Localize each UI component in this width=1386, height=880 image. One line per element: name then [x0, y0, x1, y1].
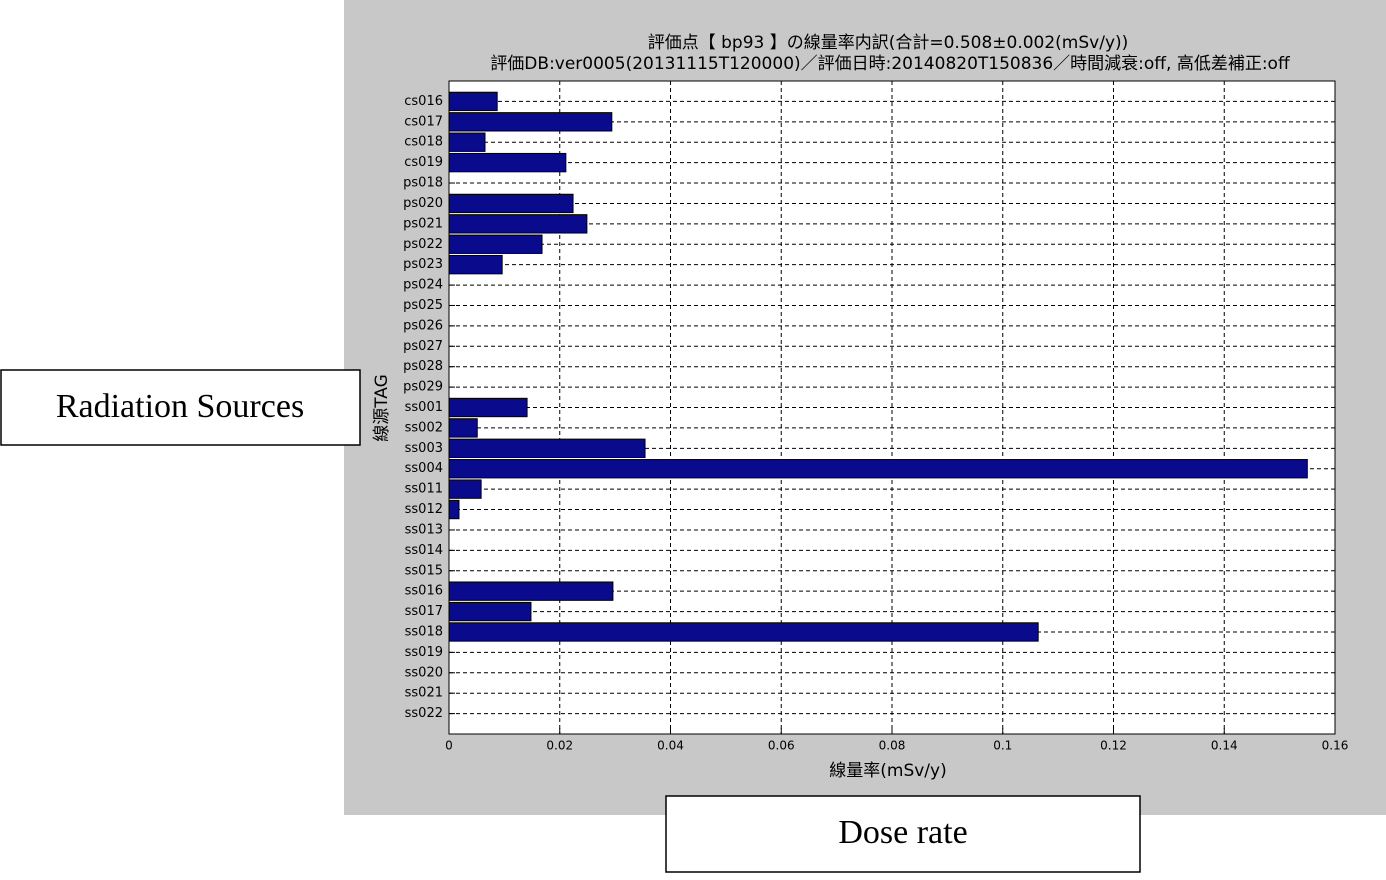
y-tick-label: ps024 — [403, 278, 443, 293]
x-tick-label: 0.14 — [1211, 739, 1238, 753]
y-tick-label: ss002 — [405, 420, 443, 435]
y-tick-label: ss016 — [405, 584, 443, 599]
plot-frame — [448, 80, 1336, 735]
y-tick-label: ps018 — [403, 176, 443, 191]
bar — [448, 499, 460, 520]
bar — [448, 479, 482, 499]
y-tick-label: cs016 — [404, 94, 443, 109]
y-tick-label: cs017 — [404, 114, 443, 129]
y-axis-label: 線源TAG — [372, 374, 392, 442]
y-tick-label: ps023 — [403, 257, 443, 272]
y-tick-label: ss011 — [405, 482, 443, 497]
x-tick-label: 0.16 — [1322, 739, 1349, 753]
y-tick-label: ps029 — [403, 380, 443, 395]
y-tick-label: ps021 — [403, 216, 443, 231]
bar — [448, 438, 646, 458]
bar — [448, 152, 567, 173]
annotation: Dose rate — [838, 814, 967, 851]
annotation-box — [665, 795, 1141, 873]
x-tick-label: 0 — [445, 739, 453, 753]
bar — [448, 459, 1308, 479]
x-tick-label: 0.06 — [768, 739, 795, 753]
x-tick-label: 0.1 — [993, 739, 1012, 753]
y-tick-label: ps026 — [403, 318, 443, 333]
x-tick-label: 0.04 — [657, 739, 684, 753]
y-tick-label: ss013 — [405, 522, 443, 537]
bar — [448, 601, 532, 622]
y-tick-label: ps028 — [403, 359, 443, 374]
bar — [448, 581, 614, 601]
annotation: Radiation Sources — [56, 388, 304, 425]
y-tick-label: ss021 — [405, 686, 443, 701]
y-tick-label: ss019 — [405, 645, 443, 660]
bar — [448, 91, 498, 112]
bar — [448, 214, 588, 234]
y-tick-label: ss017 — [405, 604, 443, 619]
plot-layer: cs016 cs017 cs018 cs019 ps018 ps020 ps021 ps022… — [403, 80, 1349, 753]
y-tick-label: ss015 — [405, 563, 443, 578]
y-tick-label: ss003 — [405, 441, 443, 456]
bar — [448, 254, 503, 275]
y-tick-label: ps020 — [403, 196, 443, 211]
bar — [448, 132, 486, 152]
bar — [448, 234, 543, 254]
y-tick-label: ps022 — [403, 237, 443, 252]
y-tick-label: ss018 — [405, 624, 443, 639]
y-tick-label: ss014 — [405, 543, 443, 558]
bar — [448, 418, 478, 438]
y-tick-label: cs018 — [404, 135, 443, 150]
bar — [448, 622, 1039, 642]
chart-subtitle: 評価DB:ver0005(20131115T120000)／評価日時:20140… — [490, 54, 1291, 74]
bar — [448, 397, 528, 418]
chart-title: 評価点【 bp93 】の線量率内訳(合計=0.508±0.002(mSv/y)) — [648, 33, 1129, 53]
x-tick-label: 0.08 — [879, 739, 906, 753]
y-tick-label: ss022 — [405, 706, 443, 721]
y-tick-label: ss012 — [405, 502, 443, 517]
bar — [448, 112, 613, 132]
y-tick-label: ps027 — [403, 339, 443, 354]
bar — [448, 193, 574, 214]
annotation-box — [0, 369, 361, 446]
x-axis-label: 線量率(mSv/y) — [829, 761, 946, 781]
x-tick-label: 0.02 — [546, 739, 573, 753]
y-tick-label: ss020 — [405, 665, 443, 680]
y-tick-label: ps025 — [403, 298, 443, 313]
y-tick-label: cs019 — [404, 155, 443, 170]
y-tick-label: ss001 — [405, 400, 443, 415]
y-tick-label: ss004 — [405, 461, 443, 476]
x-tick-label: 0.12 — [1100, 739, 1127, 753]
